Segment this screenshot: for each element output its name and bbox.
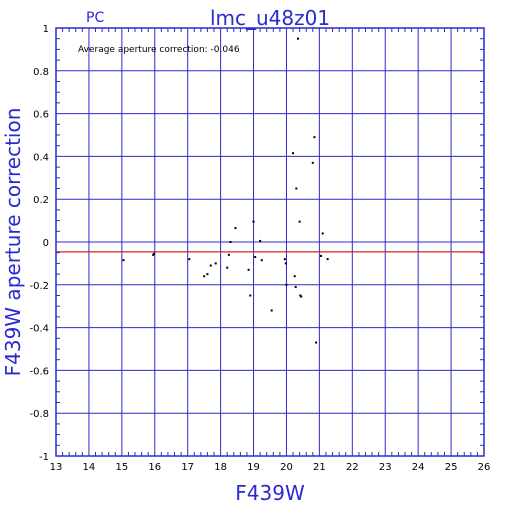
data-point	[214, 262, 217, 265]
data-point	[295, 187, 298, 190]
data-point	[315, 341, 318, 344]
x-tick-label: 18	[214, 462, 227, 473]
y-tick-label: -1	[39, 452, 49, 463]
data-point	[153, 252, 156, 255]
y-axis-label: F439W aperture correction	[1, 108, 25, 377]
data-point	[229, 241, 232, 243]
data-point	[299, 294, 302, 297]
data-point	[226, 266, 229, 269]
x-tick-label: 16	[148, 462, 161, 473]
data-point	[311, 161, 314, 164]
data-point	[209, 264, 212, 267]
data-point	[296, 37, 299, 40]
y-tick-label: 0	[43, 238, 49, 249]
x-tick-label: 15	[115, 462, 128, 473]
x-tick-label: 25	[445, 462, 458, 473]
data-point	[270, 309, 273, 312]
data-point	[300, 295, 303, 298]
data-point	[260, 259, 263, 262]
data-point	[247, 268, 250, 271]
x-tick-label: 20	[280, 462, 293, 473]
y-tick-label: 1	[43, 24, 49, 35]
data-points	[122, 37, 329, 344]
x-tick-label: 23	[379, 462, 392, 473]
x-tick-label: 14	[83, 462, 96, 473]
y-tick-label: 0.4	[33, 152, 49, 163]
plot-frame	[55, 27, 485, 457]
average-annotation: Average aperture correction: -0.046	[78, 45, 240, 55]
x-tick-label: 19	[247, 462, 260, 473]
x-tick-label: 22	[346, 462, 359, 473]
data-point	[234, 227, 237, 230]
chart-title: lmc_u48z01	[210, 6, 330, 30]
y-tick-label: 0.6	[33, 110, 49, 121]
data-point	[294, 285, 297, 288]
data-point	[320, 254, 323, 257]
y-tick-label: -0.6	[29, 366, 49, 377]
data-point	[283, 258, 286, 261]
data-point	[252, 220, 255, 223]
data-point	[313, 136, 316, 139]
data-point	[321, 232, 324, 235]
data-point	[292, 152, 295, 155]
data-point	[254, 255, 257, 258]
data-point	[122, 259, 125, 262]
data-point	[284, 262, 287, 265]
x-tick-label: 26	[478, 462, 491, 473]
x-tick-label: 17	[181, 462, 194, 473]
data-point	[285, 283, 288, 286]
x-tick-label: 24	[412, 462, 425, 473]
data-point	[326, 258, 329, 261]
x-tick-label: 21	[313, 462, 326, 473]
y-tick-label: 0.8	[33, 67, 49, 78]
data-point	[259, 239, 262, 242]
grid	[55, 27, 485, 457]
x-tick-labels: 13 14 15 16 17 18 19 20 21 22 23 24 25 26	[50, 462, 491, 473]
data-point	[249, 294, 252, 297]
data-point	[293, 275, 296, 278]
y-tick-labels: -1 -0.8 -0.6 -0.4 -0.2 0 0.2 0.4 0.6 0.8 1	[29, 24, 49, 463]
data-point	[298, 220, 301, 223]
y-tick-label: -0.2	[29, 281, 49, 292]
data-point	[152, 253, 155, 256]
x-axis-label: F439W	[235, 481, 305, 505]
y-tick-label: -0.4	[29, 324, 49, 335]
data-point	[203, 275, 206, 278]
data-point	[206, 273, 209, 276]
corner-label: PC	[86, 10, 104, 26]
y-tick-label: -0.8	[29, 409, 49, 420]
data-point	[227, 253, 230, 256]
x-tick-label: 13	[50, 462, 63, 473]
data-point	[188, 258, 191, 261]
y-tick-label: 0.2	[33, 195, 49, 206]
